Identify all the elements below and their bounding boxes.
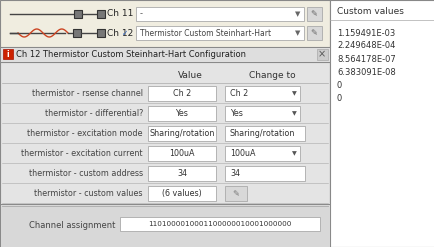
Text: ▼: ▼ xyxy=(291,151,296,156)
Text: thermistor - rsense channel: thermistor - rsense channel xyxy=(32,89,143,98)
Text: 100uA: 100uA xyxy=(230,149,255,158)
Text: Ch 2: Ch 2 xyxy=(172,89,191,98)
Text: thermistor - custom values: thermistor - custom values xyxy=(34,189,143,198)
Text: Value: Value xyxy=(177,70,202,80)
Bar xyxy=(306,7,321,21)
Bar xyxy=(148,146,216,161)
Text: thermistor - custom address: thermistor - custom address xyxy=(29,169,143,178)
Text: 6.383091E-08: 6.383091E-08 xyxy=(336,67,395,77)
Bar xyxy=(73,29,81,37)
Bar xyxy=(316,49,327,60)
Text: (6 values): (6 values) xyxy=(162,189,201,198)
Text: Ch 2: Ch 2 xyxy=(230,89,248,98)
Bar xyxy=(97,10,105,18)
Bar xyxy=(97,29,105,37)
Bar xyxy=(224,106,299,121)
Text: Thermistor Custom Steinhart-Hart: Thermistor Custom Steinhart-Hart xyxy=(140,28,270,38)
Text: ×: × xyxy=(317,49,326,59)
Bar xyxy=(224,146,299,161)
Bar xyxy=(3,49,13,59)
Bar xyxy=(224,186,247,201)
Text: ▼: ▼ xyxy=(291,111,296,116)
Text: Yes: Yes xyxy=(230,109,242,118)
Bar xyxy=(224,86,299,101)
Text: 0: 0 xyxy=(336,81,342,89)
Text: Sharing/rotation: Sharing/rotation xyxy=(149,129,214,138)
Text: ✎: ✎ xyxy=(232,189,239,198)
Bar xyxy=(306,26,321,40)
Text: ▼: ▼ xyxy=(294,30,300,36)
Bar xyxy=(120,217,319,231)
Text: Ch 12: Ch 12 xyxy=(107,28,133,38)
Text: 34: 34 xyxy=(177,169,187,178)
Text: -: - xyxy=(140,9,143,19)
Text: 1.159491E-03: 1.159491E-03 xyxy=(336,28,395,38)
Text: Ch 12 Thermistor Custom Steinhart-Hart Configuration: Ch 12 Thermistor Custom Steinhart-Hart C… xyxy=(16,49,246,59)
Bar xyxy=(148,166,216,181)
Text: thermistor - excitation mode: thermistor - excitation mode xyxy=(27,129,143,138)
Bar xyxy=(136,26,303,40)
Text: thermistor - differential?: thermistor - differential? xyxy=(45,109,143,118)
Bar xyxy=(0,0,329,47)
Text: ✎: ✎ xyxy=(310,28,317,38)
Text: ▼: ▼ xyxy=(294,11,300,17)
Bar xyxy=(0,62,329,247)
Text: ▼: ▼ xyxy=(291,91,296,96)
Text: Ch 11: Ch 11 xyxy=(107,9,133,19)
Bar xyxy=(148,126,216,141)
Text: 8.564178E-07: 8.564178E-07 xyxy=(336,55,395,63)
Text: Yes: Yes xyxy=(175,109,188,118)
Text: i: i xyxy=(7,49,9,59)
Text: 100uA: 100uA xyxy=(169,149,194,158)
Bar xyxy=(224,126,304,141)
Text: Channel assignment: Channel assignment xyxy=(29,221,115,229)
Bar xyxy=(74,10,82,18)
Text: 1101000010001100000010001000000: 1101000010001100000010001000000 xyxy=(148,221,291,227)
Text: ✓: ✓ xyxy=(122,28,128,38)
Bar xyxy=(329,0,434,247)
Text: Sharing/rotation: Sharing/rotation xyxy=(230,129,295,138)
Text: Custom values: Custom values xyxy=(336,6,403,16)
Bar xyxy=(148,106,216,121)
Bar xyxy=(136,7,303,21)
Bar xyxy=(148,86,216,101)
Text: ✎: ✎ xyxy=(310,9,317,19)
Bar xyxy=(148,186,216,201)
Bar xyxy=(224,166,304,181)
Text: Change to: Change to xyxy=(248,70,295,80)
Text: thermistor - excitation current: thermistor - excitation current xyxy=(21,149,143,158)
Bar xyxy=(0,47,329,62)
Text: 34: 34 xyxy=(230,169,240,178)
Text: 2.249648E-04: 2.249648E-04 xyxy=(336,41,395,50)
Bar xyxy=(0,204,329,247)
Text: 0: 0 xyxy=(336,94,342,103)
